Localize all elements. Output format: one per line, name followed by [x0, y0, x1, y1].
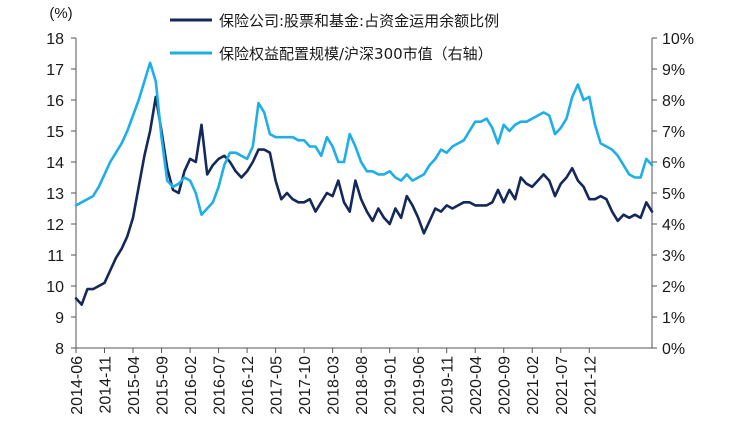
right-y-tick-label: 2%	[662, 279, 685, 296]
x-tick-label: 2016-02	[183, 356, 200, 415]
right-y-tick-label: 10%	[662, 31, 694, 48]
x-tick-label: 2020-09	[497, 356, 514, 415]
legend: 保险公司:股票和基金:占资金运用余额比例 保险权益配置规模/沪深300市值（右轴…	[170, 12, 499, 63]
x-tick-label: 2016-12	[240, 356, 257, 415]
left-y-tick-label: 13	[46, 186, 64, 203]
right-y-tick-label: 0%	[662, 341, 685, 358]
right-y-tick-label: 9%	[662, 62, 685, 79]
left-y-tick-label: 9	[55, 310, 64, 327]
x-tick-label: 2018-08	[354, 356, 371, 415]
x-tick-label: 2021-07	[554, 356, 571, 415]
left-y-tick-label: 8	[55, 341, 64, 358]
x-tick-label: 2017-05	[269, 356, 286, 415]
right-y-tick-label: 4%	[662, 217, 685, 234]
left-y-tick-label: 15	[46, 124, 64, 141]
left-y-tick-label: 10	[46, 279, 64, 296]
right-y-tick-label: 8%	[662, 93, 685, 110]
x-tick-label: 2020-04	[468, 356, 485, 415]
right-y-tick-label: 1%	[662, 310, 685, 327]
right-y-tick-label: 5%	[662, 186, 685, 203]
left-y-tick-label: 12	[46, 217, 64, 234]
series-line-market-cap-ratio	[74, 61, 654, 216]
left-y-tick-label: 11	[47, 248, 64, 265]
x-tick-label: 2019-01	[383, 356, 400, 415]
right-y-ticks: 0% 1% 2% 3% 4% 5% 6% 7% 8% 9% 10%	[652, 31, 694, 358]
left-y-tick-label: 14	[46, 155, 64, 172]
legend-label-equity-ratio: 保险公司:股票和基金:占资金运用余额比例	[219, 12, 499, 30]
legend-label-market-cap-ratio: 保险权益配置规模/沪深300市值（右轴）	[219, 45, 493, 63]
left-y-tick-label: 17	[46, 62, 64, 79]
left-y-tick-label: 16	[46, 93, 64, 110]
right-y-tick-label: 6%	[662, 155, 685, 172]
x-tick-label: 2021-12	[582, 356, 599, 415]
right-y-tick-label: 7%	[662, 124, 685, 141]
x-tick-label: 2015-09	[155, 356, 172, 415]
x-tick-label: 2019-06	[411, 356, 428, 415]
right-y-tick-label: 3%	[662, 248, 685, 265]
left-y-tick-label: 18	[46, 31, 64, 48]
left-y-ticks: 8 9 10 11 12 13 14 15 16 17 18	[46, 31, 76, 358]
x-tick-label: 2021-02	[525, 356, 542, 415]
left-axis-unit: (%)	[49, 5, 72, 22]
x-tick-label: 2014-06	[69, 356, 86, 415]
x-tick-label: 2017-10	[297, 356, 314, 415]
x-tick-label: 2019-11	[440, 356, 457, 414]
x-tick-label: 2018-03	[326, 356, 343, 415]
series-lines	[74, 61, 654, 306]
x-tick-label: 2016-07	[212, 356, 229, 415]
x-axis-ticks: 2014-06 2014-11 2015-04 2015-09 2016-02 2016-…	[69, 348, 599, 415]
series-line-equity-ratio	[74, 95, 654, 306]
x-tick-label: 2014-11	[98, 356, 115, 414]
x-tick-label: 2015-04	[126, 356, 143, 415]
